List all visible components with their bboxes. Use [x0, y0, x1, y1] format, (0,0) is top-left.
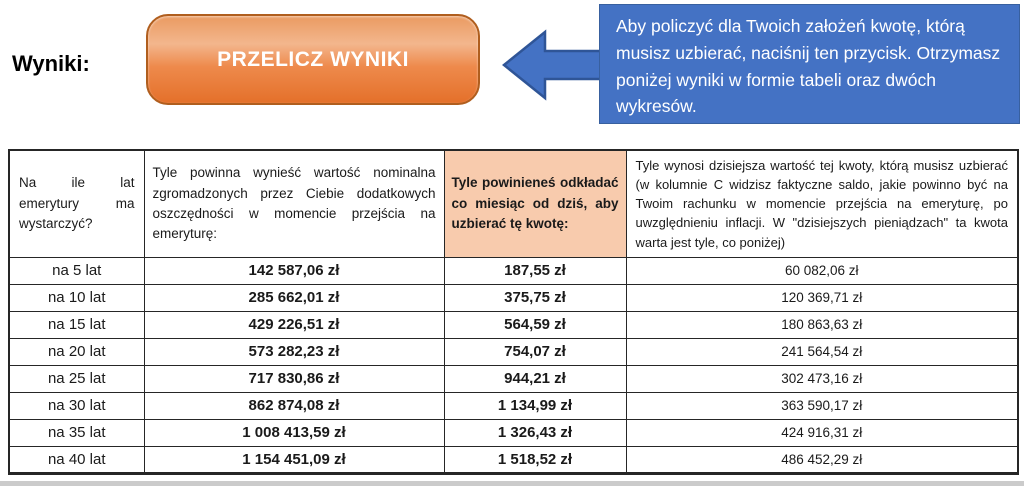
- years-cell: na 30 lat: [8, 391, 145, 420]
- monthly-saving-cell: 754,07 zł: [443, 337, 627, 366]
- nominal-value-cell: 573 282,23 zł: [143, 337, 445, 366]
- table-row: na 10 lat 285 662,01 zł 375,75 zł 120 369,7…: [8, 283, 1019, 312]
- years-cell: na 15 lat: [8, 310, 145, 339]
- present-value-cell: 120 369,71 zł: [625, 283, 1019, 312]
- monthly-saving-cell: 944,21 zł: [443, 364, 627, 393]
- present-value-cell: 363 590,17 zł: [625, 391, 1019, 420]
- table-header-row: Na ile lat emerytury ma wystarczyć? Tyle…: [8, 149, 1019, 258]
- years-cell: na 40 lat: [8, 445, 145, 474]
- table-row: na 35 lat 1 008 413,59 zł 1 326,43 zł 424 9…: [8, 418, 1019, 447]
- present-value-cell: 486 452,29 zł: [625, 445, 1019, 474]
- monthly-saving-cell: 187,55 zł: [443, 256, 627, 285]
- present-value-cell: 424 916,31 zł: [625, 418, 1019, 447]
- table-row: na 20 lat 573 282,23 zł 754,07 zł 241 564,5…: [8, 337, 1019, 366]
- instruction-callout: Aby policzyć dla Twoich założeń kwotę, k…: [599, 4, 1020, 124]
- present-value-cell: 180 863,63 zł: [625, 310, 1019, 339]
- nominal-value-cell: 429 226,51 zł: [143, 310, 445, 339]
- table-row: na 40 lat 1 154 451,09 zł 1 518,52 zł 486 4…: [8, 445, 1019, 474]
- page-edge-strip: [0, 481, 1024, 486]
- nominal-value-cell: 142 587,06 zł: [143, 256, 445, 285]
- monthly-saving-cell: 375,75 zł: [443, 283, 627, 312]
- calculate-results-button[interactable]: PRZELICZ WYNIKI: [146, 14, 480, 105]
- header-nominal-value: Tyle powinna wynieść wartość nominalna z…: [143, 149, 445, 258]
- results-table: Na ile lat emerytury ma wystarczyć? Tyle…: [8, 149, 1019, 475]
- header-monthly-saving: Tyle powinieneś odkładać co miesiąc od d…: [443, 149, 627, 258]
- monthly-saving-cell: 1 518,52 zł: [443, 445, 627, 474]
- table-row: na 25 lat 717 830,86 zł 944,21 zł 302 473,1…: [8, 364, 1019, 393]
- results-table-body: na 5 lat 142 587,06 zł 187,55 zł 60 082,06 …: [8, 256, 1019, 474]
- table-row: na 15 lat 429 226,51 zł 564,59 zł 180 863,6…: [8, 310, 1019, 339]
- years-cell: na 20 lat: [8, 337, 145, 366]
- nominal-value-cell: 1 008 413,59 zł: [143, 418, 445, 447]
- monthly-saving-cell: 564,59 zł: [443, 310, 627, 339]
- left-block-arrow-icon: [497, 28, 603, 102]
- years-cell: na 25 lat: [8, 364, 145, 393]
- header-years-needed: Na ile lat emerytury ma wystarczyć?: [8, 149, 145, 258]
- monthly-saving-cell: 1 134,99 zł: [443, 391, 627, 420]
- present-value-cell: 302 473,16 zł: [625, 364, 1019, 393]
- years-cell: na 10 lat: [8, 283, 145, 312]
- nominal-value-cell: 1 154 451,09 zł: [143, 445, 445, 474]
- nominal-value-cell: 862 874,08 zł: [143, 391, 445, 420]
- table-row: na 30 lat 862 874,08 zł 1 134,99 zł 363 590…: [8, 391, 1019, 420]
- nominal-value-cell: 285 662,01 zł: [143, 283, 445, 312]
- years-cell: na 35 lat: [8, 418, 145, 447]
- table-row: na 5 lat 142 587,06 zł 187,55 zł 60 082,06 …: [8, 256, 1019, 285]
- present-value-cell: 241 564,54 zł: [625, 337, 1019, 366]
- monthly-saving-cell: 1 326,43 zł: [443, 418, 627, 447]
- nominal-value-cell: 717 830,86 zł: [143, 364, 445, 393]
- header-present-value: Tyle wynosi dzisiejsza wartość tej kwoty…: [625, 149, 1019, 258]
- results-section-label: Wyniki:: [12, 51, 90, 76]
- present-value-cell: 60 082,06 zł: [625, 256, 1019, 285]
- years-cell: na 5 lat: [8, 256, 145, 285]
